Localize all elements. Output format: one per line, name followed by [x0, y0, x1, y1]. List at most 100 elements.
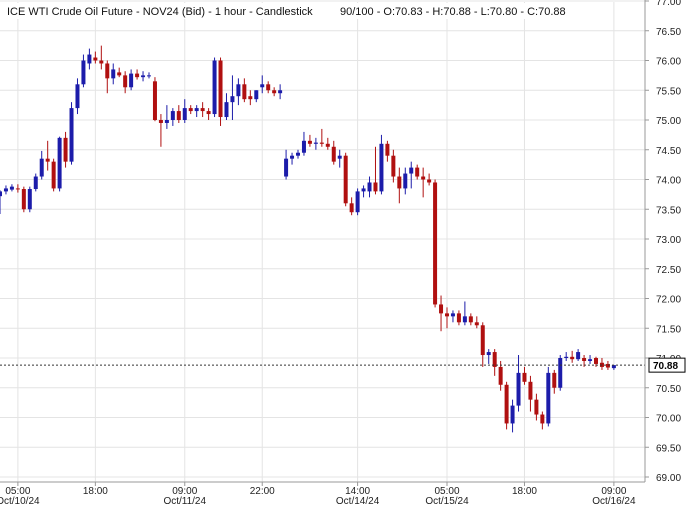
- candle-body: [558, 358, 563, 388]
- candle-body: [516, 372, 521, 406]
- candle-body: [254, 90, 259, 100]
- y-axis-ticks: 69.0069.5070.0070.5071.0071.5072.0072.50…: [645, 0, 681, 484]
- candle-body: [45, 158, 50, 162]
- y-tick-label: 74.00: [656, 176, 681, 187]
- candle-body: [433, 182, 438, 305]
- y-tick-label: 77.00: [656, 0, 681, 8]
- candle-body: [93, 57, 98, 61]
- last-value-label: 70.88: [653, 361, 678, 372]
- x-tick-time: 05:00: [434, 486, 459, 497]
- ohlc-summary: 90/100 - O:70.83 - H:70.88 - L:70.80 - C…: [340, 6, 566, 18]
- candle-body: [278, 90, 283, 94]
- candle-body: [325, 143, 330, 147]
- y-tick-label: 72.50: [656, 265, 681, 276]
- y-tick-label: 73.00: [656, 235, 681, 246]
- candle-body: [397, 176, 402, 189]
- candle-body: [522, 372, 527, 382]
- candle-body: [468, 316, 473, 323]
- candle-body: [129, 73, 134, 88]
- candle-body: [456, 313, 461, 323]
- y-tick-label: 72.00: [656, 295, 681, 306]
- candle-body: [361, 188, 366, 192]
- candle-body: [147, 75, 151, 77]
- candle-body: [188, 108, 193, 112]
- candle-body: [135, 73, 140, 78]
- candle-body: [9, 186, 14, 190]
- candle-body: [349, 203, 354, 213]
- candle-body: [307, 140, 312, 144]
- candle-body: [480, 325, 485, 356]
- candle-body: [0, 191, 2, 197]
- candle-body: [212, 60, 217, 115]
- candle-body: [355, 191, 360, 213]
- candle-body: [296, 152, 300, 156]
- candle-body: [528, 381, 533, 400]
- chart-title-background: [2, 3, 567, 19]
- candle-body: [176, 111, 181, 120]
- candle-body: [319, 142, 324, 144]
- candle-body: [206, 111, 211, 115]
- candle-body: [63, 137, 68, 162]
- candle-body: [242, 84, 247, 100]
- candle-body: [105, 63, 110, 79]
- candle-body: [546, 372, 551, 424]
- candle-body: [415, 167, 420, 177]
- candle-body: [164, 120, 169, 123]
- candle-body: [373, 182, 378, 192]
- candle-body: [170, 111, 175, 120]
- y-tick-label: 69.00: [656, 473, 681, 484]
- y-tick-label: 73.50: [656, 205, 681, 216]
- candle-body: [385, 143, 390, 156]
- y-tick-label: 76.50: [656, 27, 681, 38]
- x-tick-time: 09:00: [172, 486, 197, 497]
- candle-body: [3, 188, 8, 192]
- candle-body: [439, 304, 444, 314]
- candle-body: [462, 316, 467, 323]
- candle-body: [367, 182, 372, 192]
- candle-body: [194, 108, 199, 112]
- candle-body: [87, 54, 92, 64]
- candle-body: [290, 155, 295, 159]
- x-tick-date: Oct/15/24: [425, 496, 469, 506]
- candle-series: [0, 45, 616, 433]
- candle-body: [594, 358, 598, 364]
- y-tick-label: 76.00: [656, 57, 681, 68]
- candle-body: [75, 84, 80, 109]
- candle-body: [427, 179, 432, 183]
- candle-body: [391, 155, 396, 177]
- candle-body: [504, 384, 509, 424]
- chart-grid: [0, 0, 645, 482]
- y-tick-label: 71.50: [656, 324, 681, 335]
- y-tick-label: 75.50: [656, 86, 681, 97]
- x-tick-date: Oct/10/24: [0, 496, 40, 506]
- last-value-badge: 70.88: [648, 357, 686, 373]
- candle-body: [498, 366, 503, 385]
- x-tick-time: 09:00: [601, 486, 626, 497]
- x-tick-time: 18:00: [83, 486, 108, 497]
- candle-body: [200, 108, 205, 112]
- candle-body: [564, 356, 569, 358]
- candle-body: [510, 405, 515, 424]
- candle-body: [409, 167, 414, 174]
- candle-body: [474, 322, 479, 326]
- candle-body: [224, 102, 229, 118]
- candle-body: [301, 140, 306, 153]
- x-tick-time: 18:00: [512, 486, 537, 497]
- y-tick-label: 69.50: [656, 443, 681, 454]
- candle-body: [421, 176, 426, 180]
- candle-body: [343, 155, 348, 204]
- candle-body: [158, 120, 163, 123]
- candle-body: [582, 358, 587, 361]
- candle-body: [27, 189, 32, 210]
- candle-body: [117, 72, 122, 76]
- candle-body: [99, 60, 104, 64]
- y-tick-label: 75.00: [656, 116, 681, 127]
- candle-body: [492, 352, 497, 367]
- candle-body: [337, 155, 342, 159]
- chart-title: ICE WTI Crude Oil Future - NOV24 (Bid) -…: [7, 6, 313, 18]
- candle-body: [218, 60, 223, 118]
- candle-body: [379, 143, 384, 192]
- candle-body: [21, 189, 26, 210]
